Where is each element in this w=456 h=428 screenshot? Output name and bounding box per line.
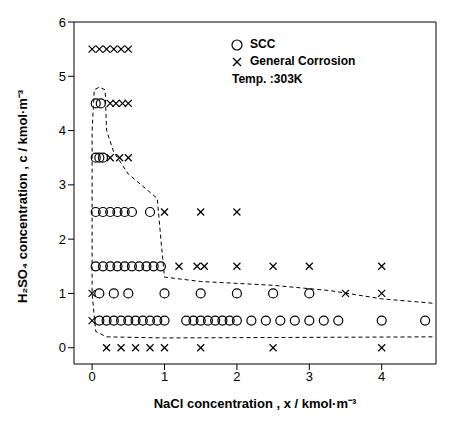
svg-text:4: 4 xyxy=(378,369,385,384)
svg-text:2: 2 xyxy=(233,369,240,384)
html-text:Temp. :303K: Temp. :303K xyxy=(232,71,303,86)
html-text:General Corrosion: General Corrosion xyxy=(250,54,356,69)
svg-text:6: 6 xyxy=(59,15,66,30)
svg-text:4: 4 xyxy=(59,123,66,138)
svg-text:0: 0 xyxy=(88,369,95,384)
html-text:SCC: SCC xyxy=(250,37,276,52)
svg-text:3: 3 xyxy=(306,369,313,384)
svg-text:1: 1 xyxy=(59,286,66,301)
svg-text:3: 3 xyxy=(59,177,66,192)
svg-text:1: 1 xyxy=(161,369,168,384)
svg-text:NaCl concentration , x / kmol·: NaCl concentration , x / kmol·m⁻³ xyxy=(154,396,357,411)
svg-text:H₂SO₄ concentration , c / kmol: H₂SO₄ concentration , c / kmol·m⁻³ xyxy=(15,89,30,303)
svg-text:2: 2 xyxy=(59,232,66,247)
svg-text:5: 5 xyxy=(59,69,66,84)
svg-text:0: 0 xyxy=(59,340,66,355)
